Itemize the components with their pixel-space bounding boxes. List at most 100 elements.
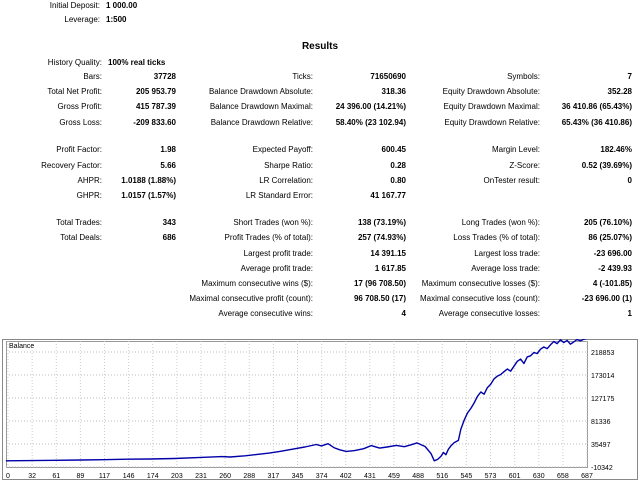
stat-label-text: Total Deals: — [60, 233, 102, 242]
balance-point — [333, 447, 335, 448]
stat-value-text: 600.45 — [381, 145, 406, 154]
balance-point — [410, 444, 412, 446]
stat-label-text: Balance Drawdown Maximal: — [209, 102, 313, 111]
balance-point — [197, 457, 198, 458]
col3-stat-value: 0.52 (39.69%) — [0, 160, 632, 172]
col2-stat-value: 1 617.85 — [0, 263, 406, 275]
stat-label-text: Bars: — [83, 72, 102, 81]
balance-point — [563, 342, 565, 343]
x-tick-label: 545 — [461, 473, 473, 480]
col2-stat-value: 71650690 — [0, 71, 406, 83]
balance-point — [437, 459, 438, 460]
col3-stat-value: 1 — [0, 308, 632, 320]
stat-value-text: 0 — [627, 176, 632, 185]
balance-point — [229, 456, 231, 458]
x-tick-label: 658 — [557, 473, 569, 480]
balance-point — [395, 445, 397, 446]
balance-chart-svg: 218853 173014 127175 81336 35497 -10342 0 32 61 8… — [2, 337, 638, 480]
col1-stat-value: 205 953.79 — [0, 86, 176, 98]
col1-stat-label: Bars: — [0, 71, 102, 83]
col3-stat-label: Z-Score: — [0, 160, 540, 172]
balance-point — [490, 384, 492, 385]
stat-value-text: 71650690 — [370, 72, 406, 81]
col1-stat-label: AHPR: — [0, 175, 102, 187]
col3-stat-label: Largest loss trade: — [0, 248, 540, 260]
balance-chart: 218853 173014 127175 81336 35497 -10342 0 32 61 8… — [2, 337, 638, 480]
x-tick-label: 288 — [243, 473, 255, 480]
balance-point — [573, 341, 574, 343]
col1-stat-label: Total Trades: — [0, 217, 102, 229]
stat-label-text: Total Trades: — [56, 218, 102, 227]
balance-point — [126, 458, 128, 460]
balance-point — [493, 378, 495, 380]
balance-point — [150, 458, 151, 460]
balance-point — [503, 371, 505, 372]
stat-value-text: -209 833.60 — [133, 118, 176, 127]
col3-stat-label: Symbols: — [0, 71, 540, 83]
col2-stat-value: 58.40% (23 102.94) — [0, 117, 406, 129]
y-tick-label: 218853 — [591, 350, 614, 357]
balance-point — [354, 450, 355, 451]
stat-label-text: Average loss trade: — [471, 264, 540, 273]
col3-stat-value: -2 439.93 — [0, 263, 632, 275]
stat-label-text: Long Trades (won %): — [461, 218, 540, 227]
balance-point — [443, 452, 444, 453]
y-tick-label: 173014 — [591, 373, 614, 380]
col2-stat-label: Short Trades (won %): — [0, 217, 313, 229]
x-tick-label: 317 — [268, 473, 280, 480]
col2-stat-value: 0.28 — [0, 160, 406, 172]
x-tick-label: 402 — [340, 473, 352, 480]
col3-stat-value: 86 (25.07%) — [0, 232, 632, 244]
stat-value-text: 1 — [627, 309, 632, 318]
x-tick-label: 117 — [99, 473, 110, 480]
col2-stat-label: Balance Drawdown Relative: — [0, 117, 313, 129]
stat-label-text: OnTester result: — [483, 176, 540, 185]
test-header: Initial Deposit: 1 000.00 Leverage: 1:50… — [0, 0, 640, 26]
stat-label-text: Equity Drawdown Maximal: — [443, 102, 540, 111]
col1-stat-value: 415 787.39 — [0, 101, 176, 113]
balance-point — [556, 343, 558, 344]
col2-stat-value: 600.45 — [0, 144, 406, 156]
col3-stat-label: Equity Drawdown Maximal: — [0, 101, 540, 113]
balance-point — [55, 460, 57, 461]
balance-point — [473, 402, 475, 404]
x-tick-label: 601 — [509, 473, 521, 480]
balance-point — [510, 370, 511, 372]
stat-label-text: Largest profit trade: — [243, 249, 313, 258]
col2-stat-value: 257 (74.93%) — [0, 232, 406, 244]
col2-stat-label: Maximal consecutive profit (count): — [0, 293, 313, 305]
col2-stat-label: LR Standard Error: — [0, 190, 313, 202]
leverage-value: 1:500 — [106, 15, 127, 24]
balance-point — [327, 443, 329, 444]
col3-stat-label: Margin Level: — [0, 144, 540, 156]
stat-value-text: 24 396.00 (14.21%) — [335, 102, 406, 111]
x-tick-label: 374 — [316, 473, 328, 480]
col1-stat-value: -209 833.60 — [0, 117, 176, 129]
x-tick-label: 0 — [6, 473, 10, 480]
col3-stat-value: 65.43% (36 410.86) — [0, 117, 632, 129]
stat-label-text: AHPR: — [77, 176, 102, 185]
col2-stat-label: Average profit trade: — [0, 263, 313, 275]
col1-stat-value: 1.0188 (1.88%) — [0, 175, 176, 187]
balance-point — [507, 368, 508, 370]
stat-value-text: 0.80 — [390, 176, 406, 185]
balance-point — [316, 444, 317, 445]
x-tick-label: 431 — [364, 473, 376, 480]
col2-stat-value: 24 396.00 (14.21%) — [0, 101, 406, 113]
stat-label-text: Total Net Profit: — [47, 87, 102, 96]
balance-point — [279, 451, 281, 452]
stat-label-text: Maximal consecutive profit (count): — [189, 294, 313, 303]
stat-label-text: LR Correlation: — [259, 176, 313, 185]
stat-value-text: 96 708.50 (17) — [353, 294, 406, 303]
stat-value-text: 7 — [627, 72, 632, 81]
col1-stat-value: 686 — [0, 232, 176, 244]
x-tick-label: 146 — [123, 473, 135, 480]
balance-point — [80, 459, 81, 461]
balance-point — [370, 445, 372, 446]
col3-stat-label: Equity Drawdown Absolute: — [0, 86, 540, 98]
balance-point — [346, 451, 347, 452]
col3-stat-label: Maximal consecutive loss (count): — [0, 293, 540, 305]
col2-stat-value: 4 — [0, 308, 406, 320]
stat-value-text: 1 617.85 — [374, 264, 406, 273]
balance-point — [500, 374, 502, 375]
